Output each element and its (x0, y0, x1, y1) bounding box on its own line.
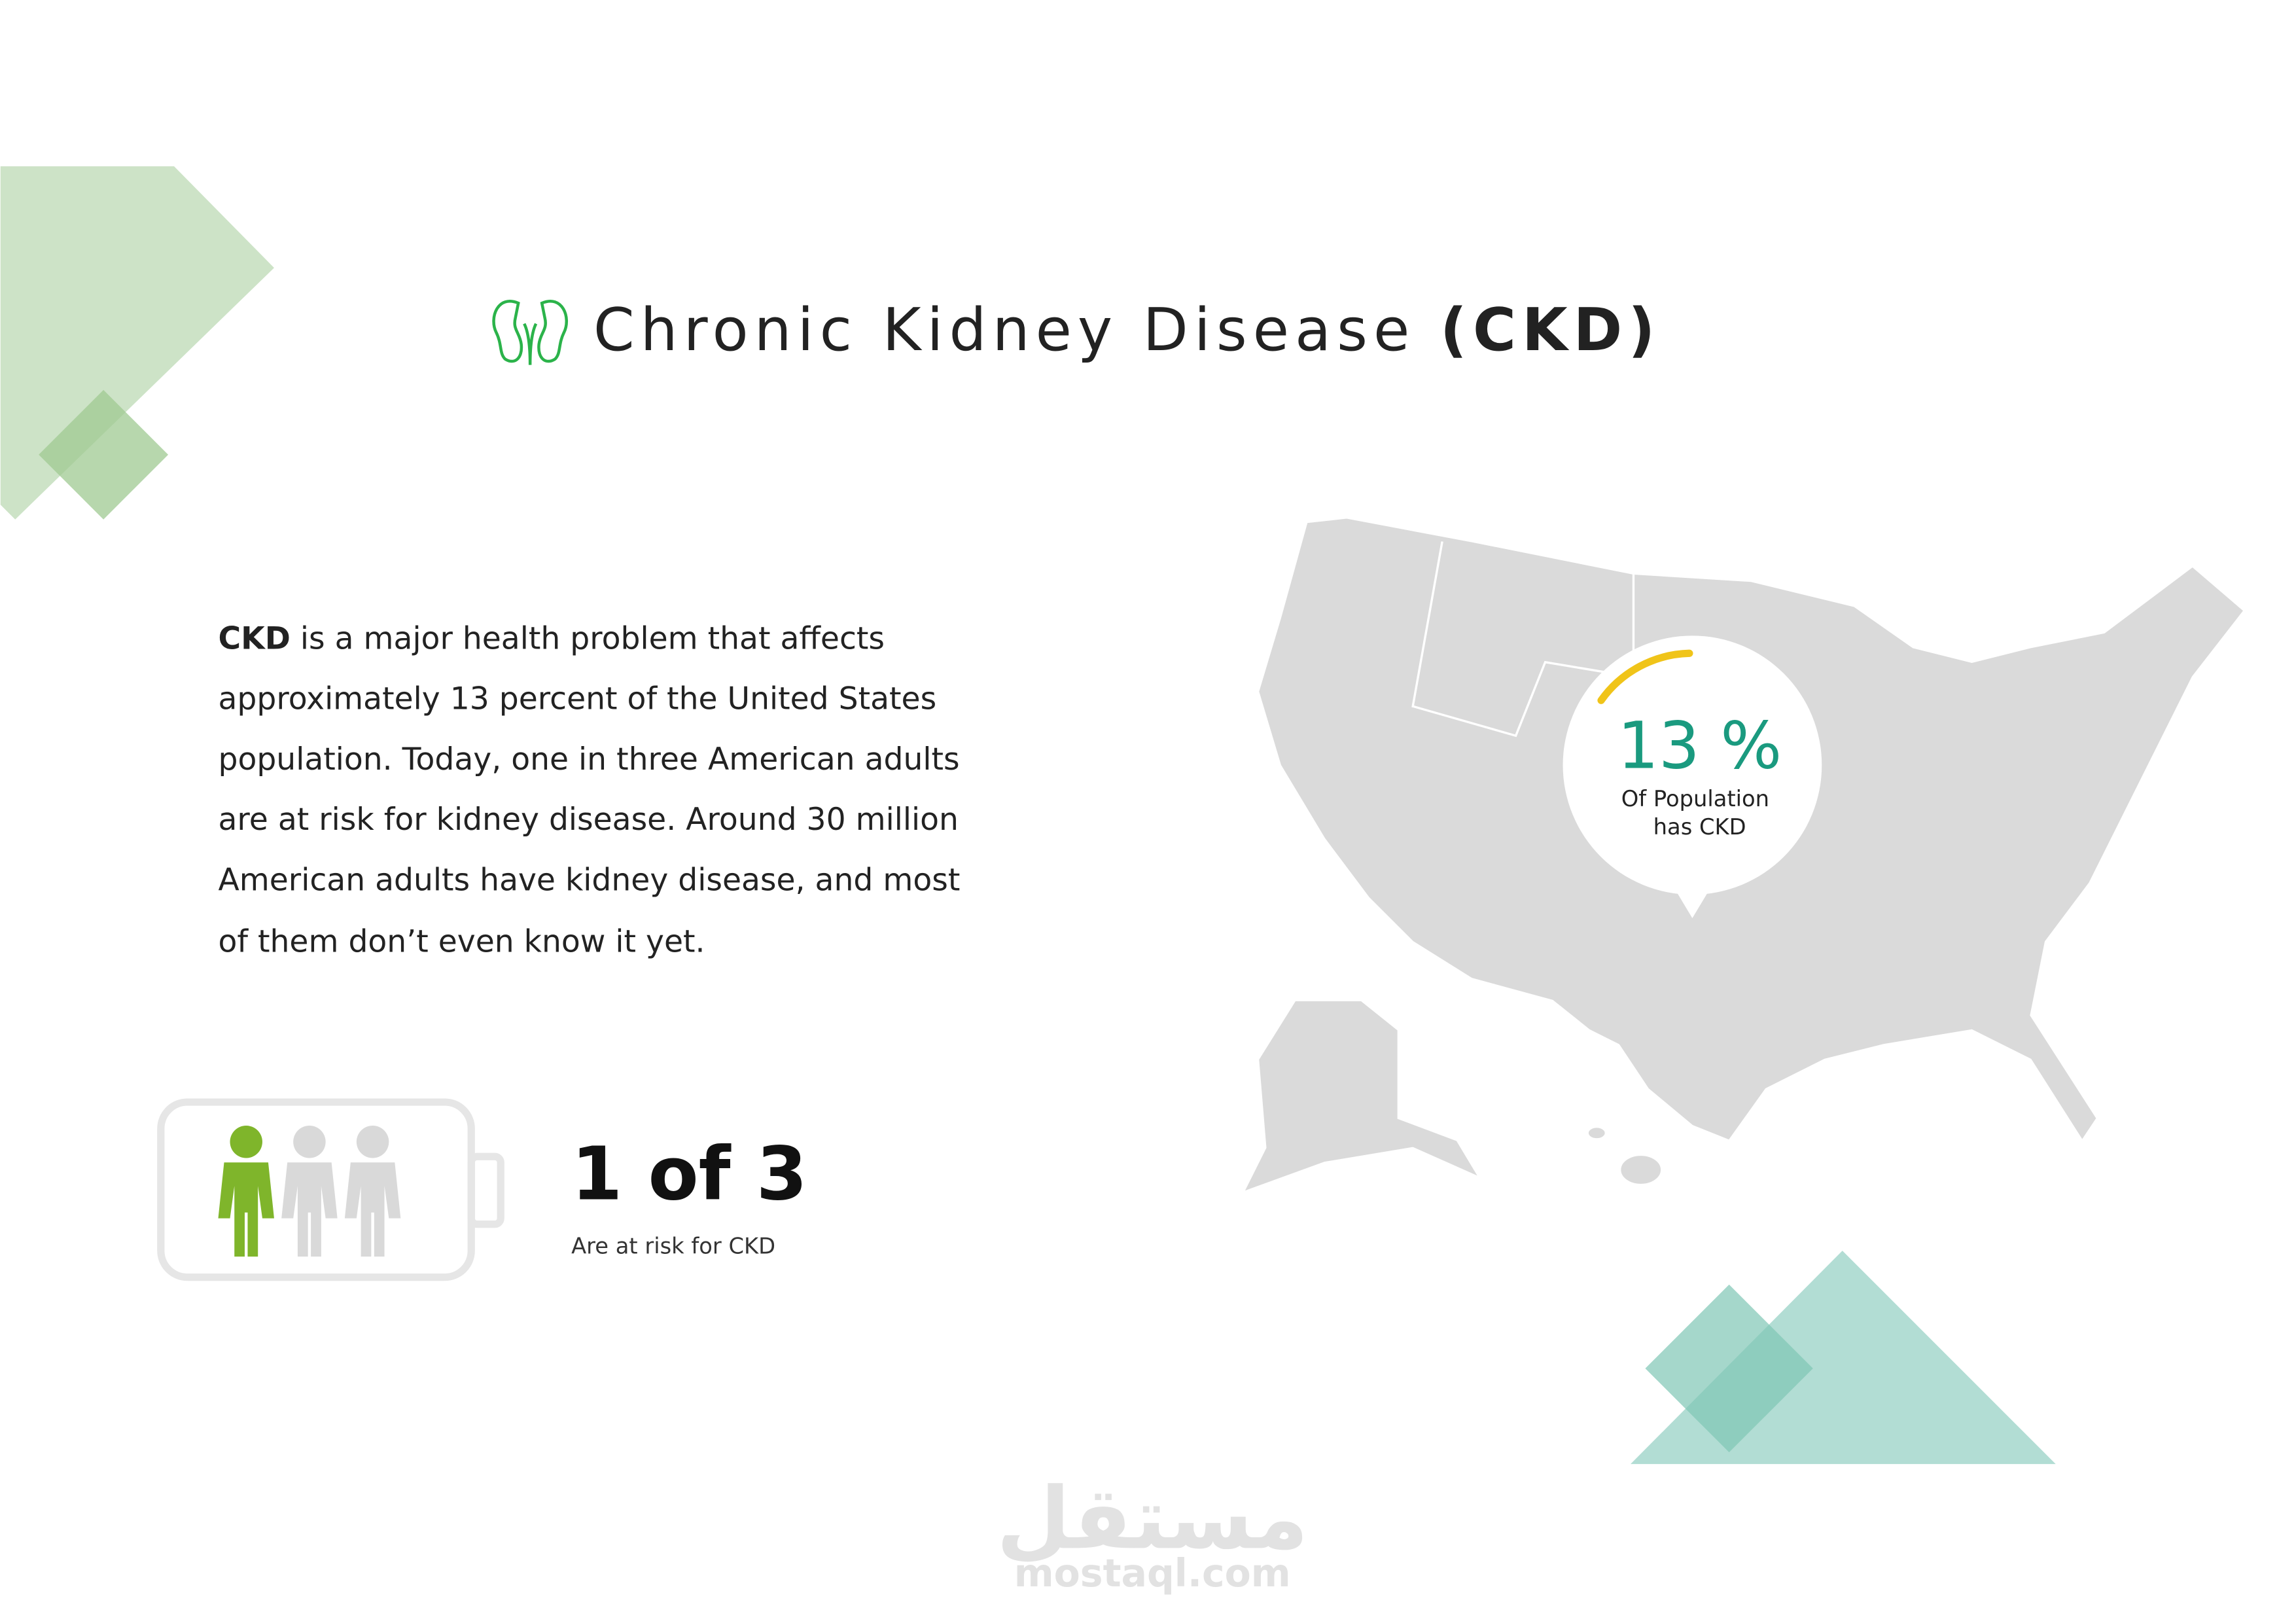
callout-value: 13 % (1617, 709, 1782, 784)
paragraph-line: are at risk for kidney disease. Around 3… (219, 802, 959, 838)
battery-tab (467, 1152, 504, 1228)
person-gray (281, 1126, 338, 1257)
callout-arc (1597, 649, 1693, 704)
callout-label: has CKD (1653, 814, 1746, 840)
paragraph: CKD is a major health problem that affec… (219, 621, 961, 960)
callout-pointer (1674, 889, 1710, 919)
lead: CKD (219, 621, 291, 657)
paragraph-line: of them don’t even know it yet. (219, 924, 705, 960)
person-green (218, 1126, 274, 1257)
paragraph-line: population. Today, one in three American… (219, 741, 960, 777)
deco-diamond (39, 389, 169, 520)
callout-circle (1563, 635, 1822, 895)
watermark-site: mostaql.com (1014, 1551, 1291, 1596)
kidney-icon (492, 300, 568, 365)
paragraph-line: CKD is a major health problem that affec… (219, 621, 885, 657)
person-gray (344, 1126, 401, 1257)
callout-label: Of Population (1621, 786, 1769, 812)
hawaii (1587, 1126, 1606, 1140)
paragraph-line: approximately 13 percent of the United S… (219, 681, 937, 717)
deco-diamond (1645, 1284, 1813, 1453)
alaska (1242, 999, 1481, 1194)
hawaii (1619, 1154, 1663, 1186)
paragraph-line: American adults have kidney disease, and… (219, 862, 961, 898)
title: Chronic Kidney Disease (CKD) (593, 296, 1661, 365)
callout: 13 % Of Population has CKD (1563, 635, 1822, 919)
title-bold: (CKD) (1440, 296, 1661, 365)
stat-value: 1 of 3 (571, 1131, 807, 1217)
watermark-arabic: مستقل (997, 1469, 1309, 1568)
title-text: Chronic Kidney Disease (593, 296, 1415, 365)
line-text: is a major health problem that affects (291, 621, 885, 657)
stat-caption: Are at risk for CKD (571, 1234, 775, 1259)
